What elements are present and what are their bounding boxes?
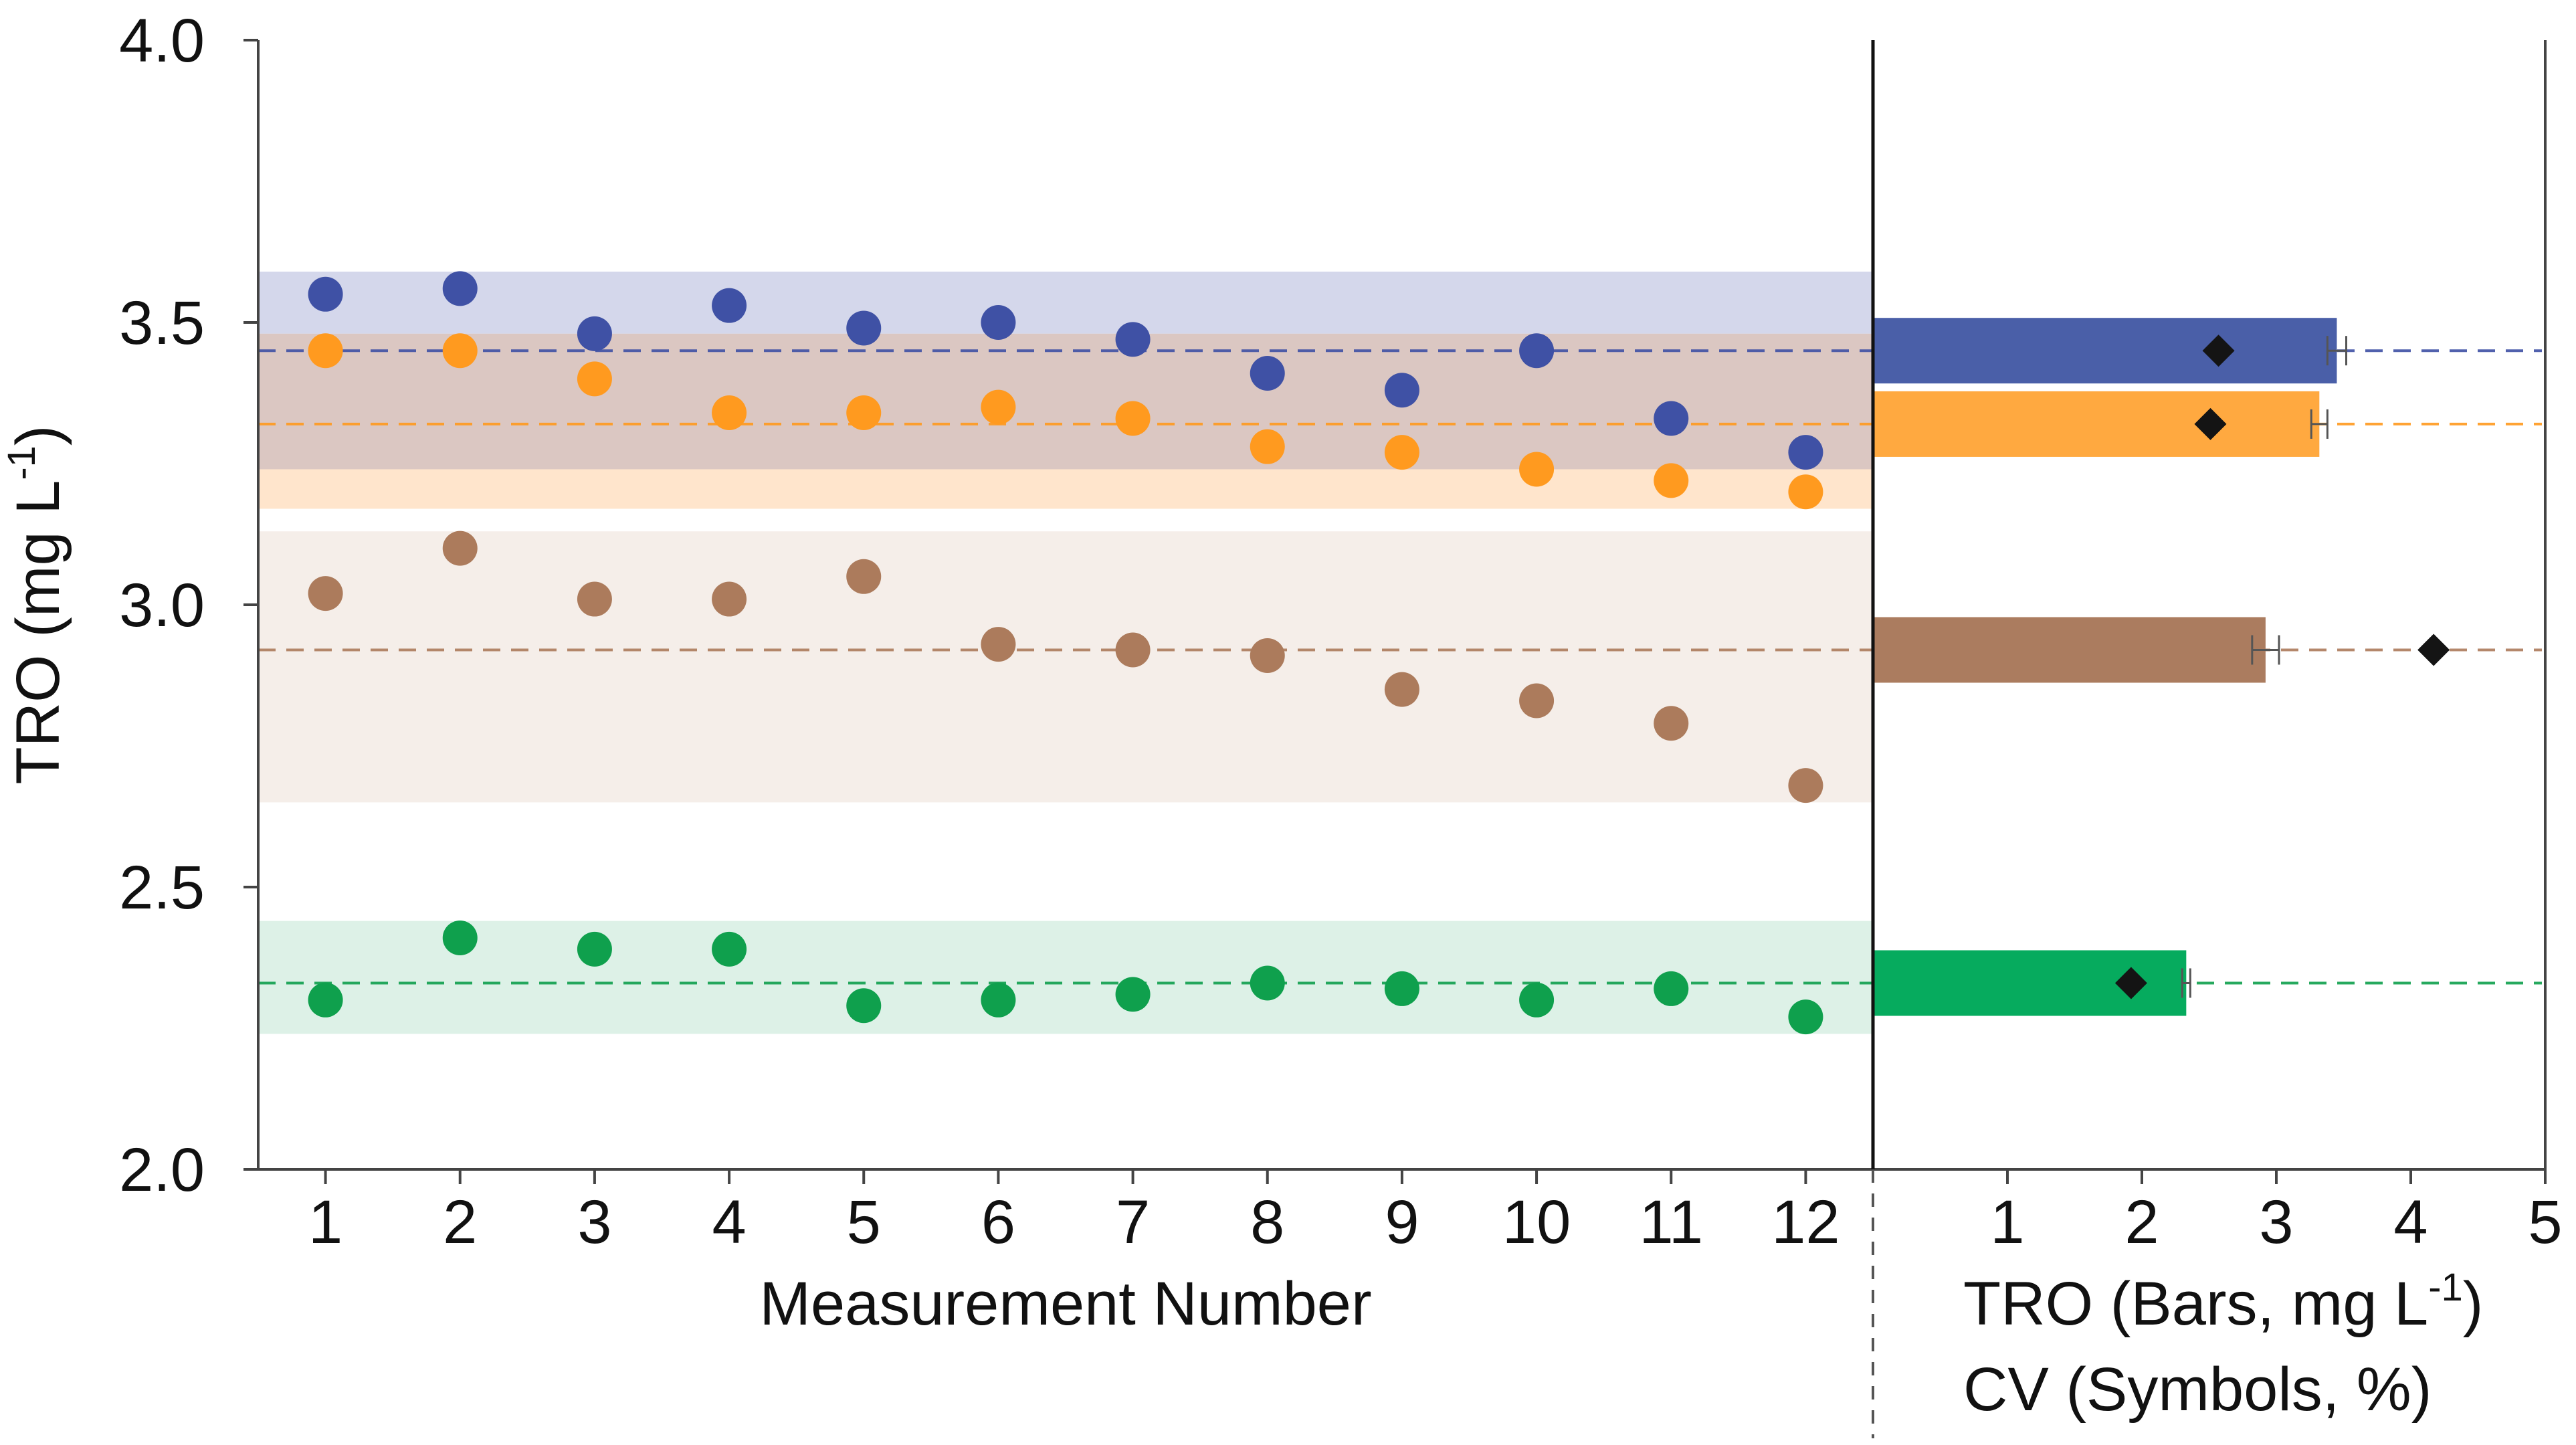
left-bands	[258, 272, 1873, 1034]
point-orange-6	[981, 389, 1016, 425]
point-orange-11	[1654, 463, 1689, 498]
point-brown-12	[1788, 768, 1823, 803]
right-x-tick-label: 4	[2393, 1188, 2428, 1256]
y-tick-label: 2.5	[119, 854, 205, 922]
point-brown-11	[1654, 706, 1689, 741]
point-blue-3	[577, 316, 612, 351]
point-blue-2	[442, 271, 478, 306]
x-tick-label: 12	[1771, 1188, 1840, 1256]
right-x-ticks: 1 2 3 4 5	[1990, 1169, 2563, 1256]
right-x-tick-label: 2	[2124, 1188, 2159, 1256]
point-green-9	[1384, 971, 1419, 1006]
point-green-11	[1654, 971, 1689, 1006]
point-blue-8	[1250, 355, 1285, 391]
point-brown-7	[1115, 632, 1151, 668]
left-x-ticks: 1 2 3 4 5 6 7 8 9 10 11 12	[308, 1169, 1840, 1256]
point-blue-10	[1519, 333, 1555, 369]
band-overlap-blue-orange	[258, 333, 1873, 470]
point-brown-4	[712, 581, 747, 617]
cv-marker-brown	[2417, 634, 2450, 666]
point-green-12	[1788, 999, 1823, 1035]
band-green	[258, 921, 1873, 1034]
point-brown-5	[846, 559, 882, 594]
point-orange-3	[577, 361, 612, 397]
y-tick-label: 4.0	[119, 7, 205, 75]
point-brown-9	[1384, 672, 1419, 707]
bar-blue	[1873, 318, 2337, 384]
right-x-tick-label: 5	[2528, 1188, 2562, 1256]
point-green-8	[1250, 965, 1285, 1001]
point-green-3	[577, 931, 612, 967]
y-axis-title-main: TRO (mg L	[4, 480, 72, 785]
x-tick-label: 3	[577, 1188, 611, 1256]
point-orange-12	[1788, 474, 1823, 510]
y-tick-label: 2.0	[119, 1136, 205, 1204]
cv-marker-orange	[2194, 407, 2227, 440]
point-orange-8	[1250, 429, 1285, 464]
point-blue-1	[308, 276, 343, 312]
point-blue-9	[1384, 373, 1419, 408]
cv-marker-green	[2114, 967, 2147, 999]
left-y-ticks: 2.0 2.5 3.0 3.5 4.0	[119, 7, 258, 1204]
x-axis-title: Measurement Number	[759, 1270, 1371, 1338]
bar-orange	[1873, 391, 2320, 457]
point-blue-11	[1654, 401, 1689, 436]
point-orange-5	[846, 395, 882, 431]
left-points	[308, 271, 1823, 1035]
x-tick-label: 5	[847, 1188, 881, 1256]
point-brown-3	[577, 581, 612, 617]
right-axis-title-line1: TRO (Bars, mg L-1)	[1963, 1266, 2483, 1338]
y-axis-title-superscript: -1	[0, 446, 43, 480]
right-cv-markers	[2114, 334, 2450, 999]
right-axis-title-superscript: -1	[2428, 1266, 2463, 1309]
point-green-2	[442, 920, 478, 955]
cv-marker-blue	[2202, 334, 2235, 367]
point-orange-10	[1519, 452, 1555, 487]
x-tick-label: 9	[1385, 1188, 1419, 1256]
point-orange-7	[1115, 401, 1151, 436]
x-tick-label: 4	[712, 1188, 746, 1256]
point-green-7	[1115, 977, 1151, 1012]
point-brown-2	[442, 531, 478, 566]
point-blue-6	[981, 305, 1016, 340]
point-blue-5	[846, 310, 882, 346]
y-axis-title-close: )	[4, 425, 72, 446]
bar-brown	[1873, 617, 2266, 683]
x-tick-label: 1	[308, 1188, 342, 1256]
x-tick-label: 11	[1639, 1188, 1703, 1256]
right-axis-title-line2: CV (Symbols, %)	[1963, 1355, 2432, 1424]
x-tick-label: 7	[1116, 1188, 1150, 1256]
point-blue-7	[1115, 322, 1151, 357]
left-mean-lines	[258, 349, 2542, 985]
right-x-tick-label: 3	[2259, 1188, 2293, 1256]
y-tick-label: 3.0	[119, 571, 205, 640]
point-blue-12	[1788, 435, 1823, 470]
point-brown-1	[308, 576, 343, 611]
point-green-6	[981, 982, 1016, 1018]
y-axis-title: TRO (mg L-1)	[0, 425, 72, 784]
band-brown	[258, 531, 1873, 803]
point-green-5	[846, 988, 882, 1024]
point-brown-8	[1250, 638, 1285, 673]
point-brown-6	[981, 627, 1016, 662]
point-orange-1	[308, 333, 343, 369]
point-orange-9	[1384, 435, 1419, 470]
right-x-tick-label: 1	[1990, 1188, 2024, 1256]
x-tick-label: 6	[981, 1188, 1015, 1256]
right-error-bars	[2181, 336, 2348, 998]
y-tick-label: 3.5	[119, 289, 205, 357]
right-axis-title-close: )	[2463, 1270, 2484, 1338]
right-axis-title-main: TRO (Bars, mg L	[1963, 1270, 2428, 1338]
x-tick-label: 2	[443, 1188, 477, 1256]
point-blue-4	[712, 288, 747, 323]
x-tick-label: 10	[1502, 1188, 1571, 1256]
point-orange-2	[442, 333, 478, 369]
point-green-1	[308, 982, 343, 1018]
point-green-4	[712, 931, 747, 967]
point-orange-4	[712, 395, 747, 431]
point-green-10	[1519, 982, 1555, 1018]
point-brown-10	[1519, 683, 1555, 718]
x-tick-label: 8	[1250, 1188, 1284, 1256]
